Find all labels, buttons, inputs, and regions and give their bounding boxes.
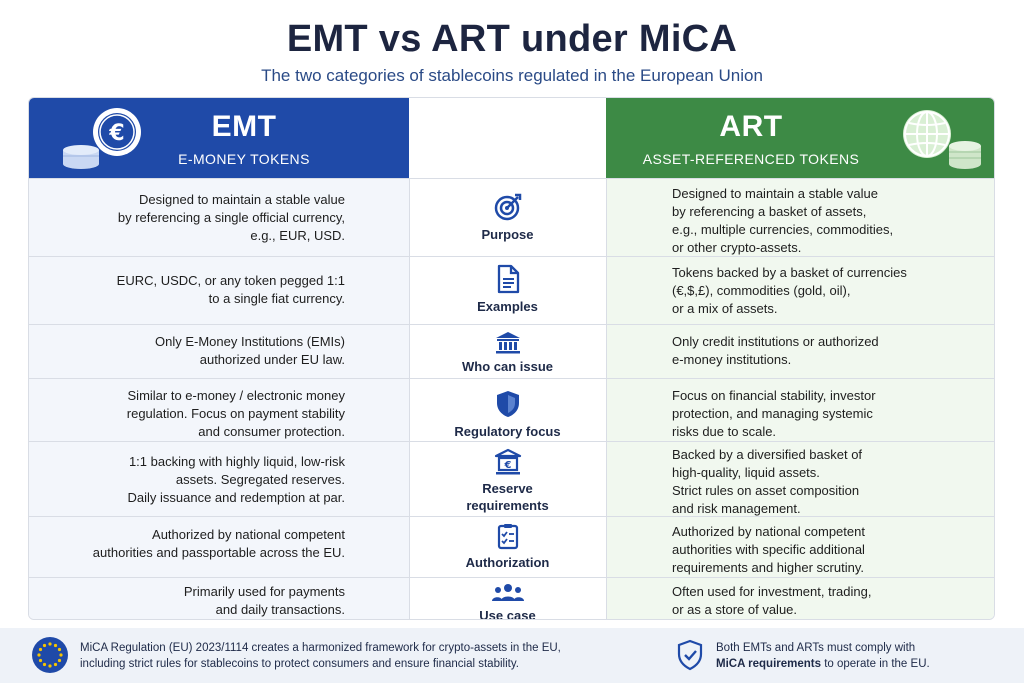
column-divider-right [606,178,607,619]
art-title: ART [719,110,783,143]
svg-text:€: € [503,460,511,471]
reserve-requirements-art-text: Backed by a diversified basket of high-qu… [672,447,863,516]
emt-column-background [29,98,409,619]
target-icon [494,193,521,221]
authorization-label: Authorization [465,555,550,570]
column-divider-left [409,178,410,619]
use-case-label: Use case [479,608,536,620]
regulatory-focus-emt-text: Similar to e-money / electronic money reg… [126,388,345,439]
row-divider [29,441,994,442]
row-divider [29,378,994,379]
emt-header: € EMT E-MONEY TOKENS [29,98,409,178]
who-can-issue-label-cell: Who can issue [409,330,606,375]
use-case-emt-text: Primarily used for payments and daily tra… [183,584,345,617]
euro-coin-stack-icon: € [63,108,141,169]
row-divider [29,516,994,517]
regulatory-focus-art-text: Focus on financial stability, investor pr… [672,388,876,439]
row-divider [29,324,994,325]
examples-label: Examples [477,299,538,314]
who-can-issue-emt-text: Only E-Money Institutions (EMIs) authoriz… [155,334,345,367]
page-subtitle: The two categories of stablecoins regula… [261,66,763,85]
comparison-table: € EMT E-MONEY TOKENS ART ASSET-REFERENCE… [28,97,995,620]
footer: MiCA Regulation (EU) 2023/1114 creates a… [0,628,1024,683]
emt-title: EMT [211,110,277,143]
art-header: ART ASSET-REFERENCED TOKENS [606,98,994,178]
footer-mica-note: MiCA Regulation (EU) 2023/1114 creates a… [80,642,561,670]
globe-coin-stack-icon [903,110,981,169]
reserve-requirements-label-cell: € Reserve requirements [409,448,606,514]
shield-check-icon [677,639,703,671]
who-can-issue-label: Who can issue [461,359,554,374]
purpose-label: Purpose [481,227,534,242]
page-title: EMT vs ART under MiCA [286,18,738,60]
eu-flag-icon [32,637,68,673]
examples-label-cell: Examples [409,264,606,315]
who-can-issue-art-text: Only credit institutions or authorized e-… [672,334,879,367]
art-subtitle: ASSET-REFERENCED TOKENS [642,151,860,167]
footer-compliance-note: Both EMTs and ARTs must comply with MiCA… [716,642,930,670]
purpose-emt-text: Designed to maintain a stable value by re… [117,192,345,243]
euro-bank-icon: € [494,448,521,475]
reserve-requirements-emt-text: 1:1 backing with highly liquid, low-risk… [127,454,345,505]
row-divider [29,256,994,257]
bank-icon [495,332,520,354]
examples-emt-text: EURC, USDC, or any token pegged 1:1 to a … [116,273,345,306]
authorization-label-cell: Authorization [409,522,606,571]
regulatory-focus-label: Regulatory focus [454,424,561,439]
emt-subtitle: E-MONEY TOKENS [178,151,310,167]
svg-text:€: € [108,121,124,146]
use-case-art-text: Often used for investment, trading, or as… [672,584,872,617]
art-column-background [606,98,994,619]
examples-art-text: Tokens backed by a basket of currencies(… [672,265,907,316]
use-case-label-cell: Use case [409,583,606,620]
purpose-art-text: Designed to maintain a stable value by re… [672,186,894,255]
reserve-requirements-label-line1: Reserve [482,481,533,496]
reserve-requirements-label-line2: requirements [466,498,549,513]
clipboard-check-icon [497,524,518,550]
row-divider [29,178,994,179]
shield-icon [496,391,519,417]
authorization-art-text: Authorized by national competent authorit… [672,524,865,575]
authorization-emt-text: Authorized by national competent authorit… [92,527,345,560]
purpose-label-cell: Purpose [409,192,606,243]
regulatory-focus-label-cell: Regulatory focus [409,389,606,440]
document-icon [497,264,519,294]
users-icon [491,584,524,601]
row-divider [29,577,994,578]
